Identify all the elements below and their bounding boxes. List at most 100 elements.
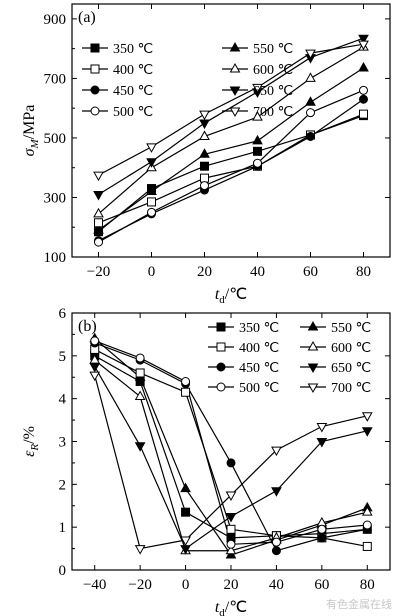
legend-item: 500 ℃ — [82, 105, 153, 120]
y-tick-label: 4 — [59, 392, 67, 408]
data-point — [358, 61, 369, 72]
legend-marker — [90, 85, 100, 95]
data-point — [305, 72, 316, 82]
data-point — [199, 148, 210, 158]
y-axis-title: σM/MPa — [21, 105, 41, 157]
x-tick-label: 40 — [250, 264, 265, 280]
data-point — [253, 158, 262, 168]
data-point — [226, 539, 236, 549]
legend-label: 600 ℃ — [253, 63, 293, 78]
data-point — [359, 94, 368, 104]
data-point — [89, 363, 101, 373]
data-point — [226, 524, 236, 534]
data-point — [252, 134, 263, 145]
data-point — [93, 190, 104, 201]
data-point — [200, 161, 209, 171]
legend-item: 350 ℃ — [208, 321, 279, 336]
data-point — [306, 131, 315, 141]
data-point — [226, 458, 236, 468]
data-point — [253, 146, 262, 156]
data-point — [316, 438, 328, 448]
data-point — [317, 533, 327, 543]
data-point — [180, 482, 191, 493]
data-point — [199, 119, 210, 130]
legend-marker — [216, 362, 226, 372]
legend-label: 500 ℃ — [113, 105, 153, 120]
legend-item: 500 ℃ — [208, 381, 279, 396]
series-line — [98, 67, 364, 231]
x-tick-label: 0 — [182, 577, 190, 593]
data-point — [271, 537, 281, 547]
x-axis-title: td/℃ — [215, 286, 247, 306]
legend-item: 550 ℃ — [222, 41, 293, 57]
data-point — [134, 390, 146, 401]
legend-marker — [307, 320, 319, 331]
series-line — [98, 89, 364, 243]
x-tick-label: 60 — [314, 577, 329, 593]
panel-label: (b) — [78, 318, 97, 335]
chart-panel-b: −40 −20 0 20 40 60 80 0 1 2 3 4 5 6 (b) td/℃ εR/% 350 ℃ 55… — [21, 306, 391, 616]
y-tick-label: 3 — [59, 435, 67, 451]
data-point — [225, 544, 237, 555]
data-point — [200, 173, 209, 183]
legend-marker — [216, 382, 226, 392]
legend-label: 350 ℃ — [113, 42, 153, 57]
legend-marker — [229, 41, 241, 52]
series-line — [98, 37, 364, 196]
legend: 350 ℃ 550 ℃ 400 ℃ 600 ℃ 450 ℃ 650 ℃ 500 ℃ 700 ℃ — [82, 41, 293, 120]
legend-item: 700 ℃ — [300, 381, 371, 396]
legend-marker — [229, 107, 241, 118]
legend-label: 450 ℃ — [113, 84, 153, 99]
legend-item: 650 ℃ — [222, 84, 293, 99]
data-point — [271, 487, 282, 497]
data-point — [358, 40, 369, 51]
legend-label: 550 ℃ — [331, 321, 371, 336]
data-point — [361, 412, 373, 422]
x-tick-label: 60 — [303, 264, 318, 280]
data-point — [135, 368, 145, 378]
legend-label: 550 ℃ — [253, 42, 293, 57]
legend: 350 ℃ 550 ℃ 400 ℃ 600 ℃ 450 ℃ 650 ℃ 500 ℃ 700 ℃ — [208, 320, 371, 396]
data-point — [305, 49, 316, 60]
series-line — [94, 355, 368, 539]
data-point — [252, 83, 263, 94]
data-point — [316, 423, 328, 433]
data-point — [134, 442, 146, 452]
y-tick-label: 2 — [59, 477, 67, 493]
x-tick-label: 80 — [360, 577, 375, 593]
legend-item: 400 ℃ — [208, 341, 279, 356]
series-line — [98, 46, 364, 215]
legend-marker — [229, 62, 241, 73]
y-tick-label: 5 — [59, 349, 67, 365]
data-point — [94, 218, 103, 228]
data-point — [134, 545, 146, 555]
data-point — [181, 377, 191, 387]
y-tick-label: 0 — [59, 563, 67, 579]
legend-item: 600 ℃ — [300, 340, 371, 356]
data-point — [361, 506, 373, 516]
data-point — [359, 109, 368, 119]
data-point — [147, 207, 156, 217]
data-point — [93, 171, 104, 182]
series-line — [98, 43, 364, 176]
data-point — [200, 181, 209, 191]
data-point — [199, 130, 210, 140]
y-tick-label: 700 — [44, 71, 67, 87]
legend-label: 450 ℃ — [239, 361, 279, 376]
x-tick-label: 0 — [148, 264, 156, 280]
x-tick-label: −40 — [83, 577, 106, 593]
data-point — [362, 520, 372, 530]
legend-label: 600 ℃ — [331, 341, 371, 356]
data-point — [358, 34, 369, 45]
x-axis-title: td/℃ — [215, 599, 247, 616]
legend-marker — [90, 106, 100, 116]
data-point — [93, 224, 104, 234]
data-point — [146, 158, 157, 168]
x-tick-label: 20 — [197, 264, 212, 280]
x-tick-label: −20 — [87, 264, 110, 280]
legend-item: 550 ℃ — [300, 320, 371, 336]
legend-marker — [90, 43, 100, 53]
data-point — [199, 110, 210, 121]
legend-marker — [216, 342, 226, 352]
x-tick-label: 20 — [224, 577, 239, 593]
